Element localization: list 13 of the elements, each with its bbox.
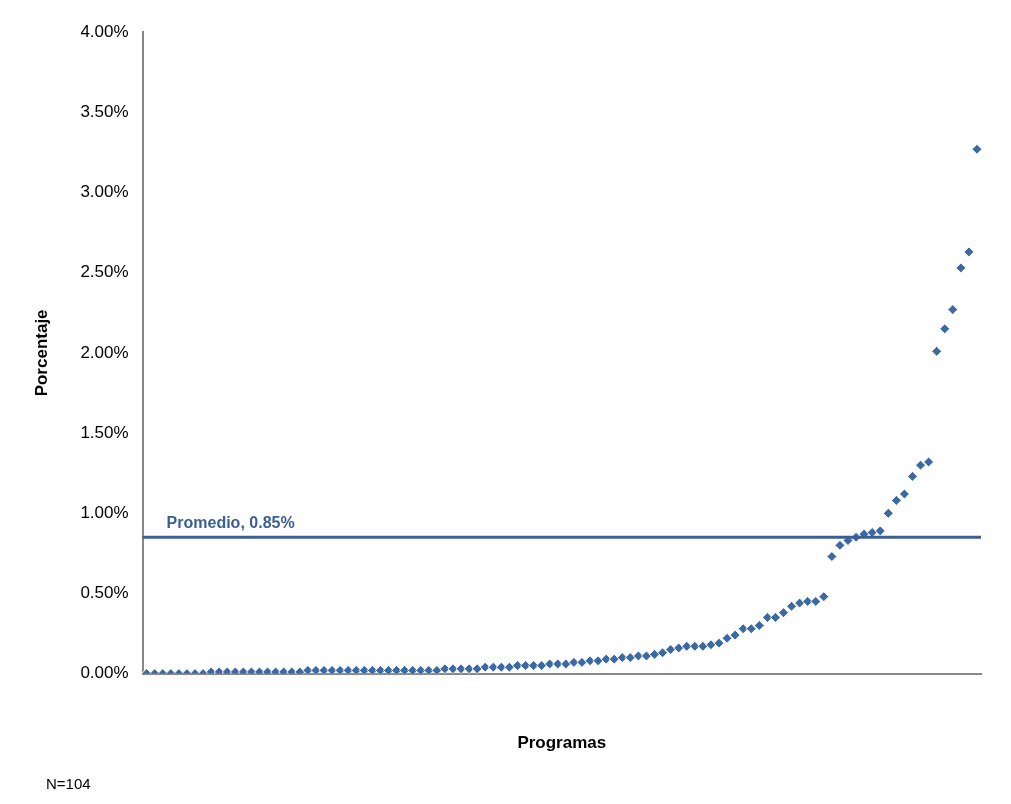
y-tick-label: 3.50% <box>80 102 129 122</box>
x-axis-title: Programas <box>517 733 607 753</box>
y-tick-label: 2.00% <box>80 342 129 362</box>
y-tick-label: 0.50% <box>80 583 129 603</box>
y-tick-label: 1.50% <box>80 422 129 442</box>
ref-line-label: Promedio, 0.85% <box>166 513 295 531</box>
y-tick-label: 2.50% <box>80 262 129 282</box>
text: N=104 <box>46 775 91 792</box>
y-tick-label: 4.00% <box>80 21 129 41</box>
y-axis-title: Porcentaje <box>31 309 51 397</box>
y-tick-label: 1.00% <box>80 502 129 522</box>
y-tick-label: 3.00% <box>80 182 129 202</box>
y-tick-label: 0.00% <box>80 663 129 683</box>
